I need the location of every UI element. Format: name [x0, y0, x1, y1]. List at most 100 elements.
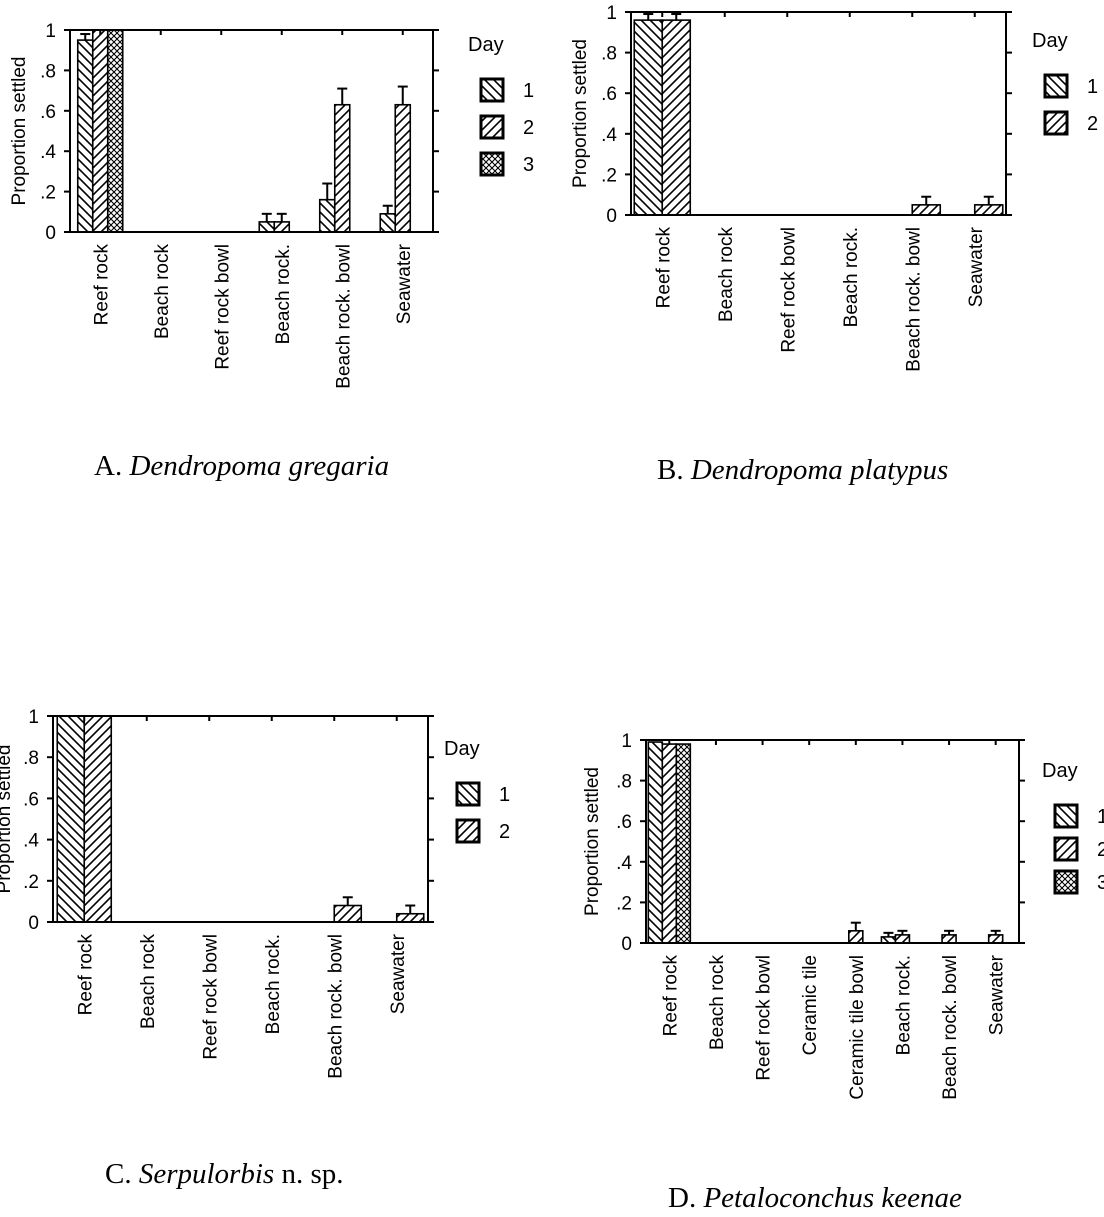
legend-label-2: 2 [1097, 839, 1104, 861]
legend-label-1: 1 [1097, 806, 1104, 828]
legend-title: Day [1042, 760, 1078, 782]
x-tick-label: Beach rock. bowl [333, 244, 354, 389]
caption-a-panel: A. [94, 450, 123, 482]
caption-b: B. Dendropoma platypus [657, 454, 948, 487]
y-tick-label: 1 [606, 3, 617, 24]
y-tick-label: .6 [601, 84, 617, 105]
y-axis-label: Proportion settled [9, 57, 30, 206]
legend-label-1: 1 [523, 80, 534, 102]
x-tick-label: Reef rock bowl [754, 955, 775, 1081]
x-tick-label: Ceramic tile bowl [847, 955, 868, 1100]
bar-series-2-7 [941, 934, 957, 944]
y-tick-label: 0 [621, 934, 632, 955]
plot-frame [645, 739, 1020, 944]
y-tick-label: .8 [40, 61, 56, 82]
caption-b-species: Dendropoma platypus [690, 454, 949, 486]
bar-series-2-1 [661, 743, 678, 944]
y-tick-label: .4 [616, 853, 632, 874]
x-tick-label: Seawater [966, 226, 987, 307]
caption-c: C. Serpulorbis n. sp. [105, 1158, 343, 1191]
plot-frame [69, 29, 434, 233]
y-axis-label: Proportion settled [582, 767, 603, 916]
legend-label-1: 1 [499, 784, 510, 806]
caption-c-panel: C. [105, 1158, 132, 1190]
y-tick-label: 0 [606, 206, 617, 227]
y-tick-label: .4 [23, 831, 39, 852]
y-tick-label: .2 [616, 893, 632, 914]
x-tick-label: Beach rock. [273, 244, 294, 344]
legend-label-2: 2 [499, 821, 510, 843]
y-axis-label: Proportion settled [0, 745, 15, 894]
legend-swatch-1 [1053, 803, 1079, 829]
legend-swatch-3 [1053, 869, 1079, 895]
y-tick-label: 1 [45, 21, 56, 42]
legend-swatch-3 [479, 151, 505, 177]
y-tick-label: .6 [23, 789, 39, 810]
x-tick-label: Beach rock [707, 955, 728, 1051]
y-tick-label: .8 [616, 772, 632, 793]
legend-title: Day [444, 738, 480, 760]
y-tick-label: .6 [616, 812, 632, 833]
caption-d-panel: D. [668, 1182, 697, 1214]
x-tick-label: Beach rock [152, 244, 173, 340]
x-tick-label: Beach rock. bowl [325, 934, 346, 1079]
x-tick-label: Beach rock [716, 227, 737, 323]
x-tick-label: Beach rock [138, 934, 159, 1030]
caption-a-species: Dendropoma gregaria [129, 450, 390, 482]
y-tick-label: .8 [23, 748, 39, 769]
x-tick-label: Reef rock bowl [778, 227, 799, 353]
bar-series-2-5 [848, 930, 864, 944]
y-tick-label: .2 [23, 872, 39, 893]
legend-swatch-2 [1043, 110, 1069, 136]
caption-b-panel: B. [657, 454, 684, 486]
x-tick-label: Beach rock. bowl [940, 955, 961, 1100]
x-tick-label: Ceramic tile [800, 955, 821, 1055]
caption-c-species: Serpulorbis [138, 1158, 275, 1190]
x-tick-label: Beach rock. [263, 934, 284, 1034]
legend-swatch-1 [479, 77, 505, 103]
caption-d: D. Petaloconchus keenae [668, 1182, 962, 1215]
legend-label-2: 2 [1087, 113, 1098, 135]
caption-d-species: Petaloconchus keenae [703, 1182, 962, 1214]
legend-label-2: 2 [523, 117, 534, 139]
y-tick-label: 1 [28, 707, 39, 728]
bar-series-1-1 [647, 741, 664, 944]
x-tick-label: Reef rock [660, 955, 681, 1037]
x-tick-label: Beach rock. [893, 955, 914, 1055]
y-tick-label: .6 [40, 102, 56, 123]
y-tick-label: 1 [621, 731, 632, 752]
caption-a: A. Dendropoma gregaria [94, 450, 389, 483]
y-tick-label: .2 [40, 183, 56, 204]
bar-series-2-8 [987, 934, 1004, 944]
legend-label-1: 1 [1087, 76, 1098, 98]
x-tick-label: Reef rock [653, 227, 674, 309]
x-tick-label: Beach rock. bowl [903, 227, 924, 372]
caption-c-suffix: n. sp. [274, 1158, 344, 1190]
x-tick-label: Reef rock bowl [200, 934, 221, 1060]
legend-swatch-2 [479, 114, 505, 140]
legend-title: Day [1032, 30, 1068, 52]
legend-swatch-2 [1053, 836, 1079, 862]
y-tick-label: .2 [601, 165, 617, 186]
y-axis-label: Proportion settled [570, 39, 591, 188]
y-tick-label: .4 [601, 125, 617, 146]
y-tick-label: .8 [601, 44, 617, 65]
y-tick-label: 0 [45, 223, 56, 244]
y-tick-label: .4 [40, 142, 56, 163]
bar-series-2-1 [661, 19, 692, 216]
x-tick-label: Seawater [987, 954, 1008, 1035]
plot-frame [630, 11, 1007, 216]
plot-frame [52, 715, 429, 923]
bar-series-3-1 [675, 743, 692, 944]
legend-label-3: 3 [1097, 872, 1104, 894]
x-tick-label: Beach rock. [841, 227, 862, 327]
legend-swatch-1 [1043, 73, 1069, 99]
y-tick-label: 0 [28, 913, 39, 934]
x-tick-label: Seawater [388, 933, 409, 1014]
legend-swatch-1 [455, 781, 481, 807]
